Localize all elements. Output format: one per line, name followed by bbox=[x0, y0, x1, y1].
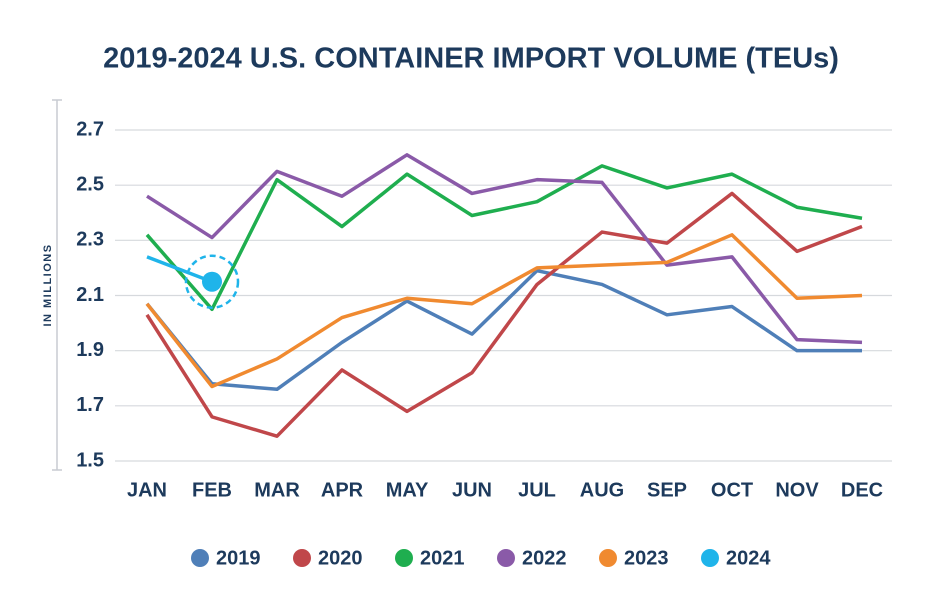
chart-title: 2019-2024 U.S. CONTAINER IMPORT VOLUME (… bbox=[103, 43, 839, 75]
legend-label: 2024 bbox=[726, 547, 771, 569]
x-tick-label: MAY bbox=[386, 479, 429, 501]
y-tick-label: 1.9 bbox=[76, 339, 104, 361]
legend-label: 2019 bbox=[216, 547, 261, 569]
legend-label: 2020 bbox=[318, 547, 363, 569]
legend-swatch bbox=[701, 549, 719, 567]
y-tick-label: 2.3 bbox=[76, 229, 104, 251]
y-tick-label: 2.5 bbox=[76, 173, 104, 195]
legend-swatch bbox=[395, 549, 413, 567]
y-tick-label: 2.1 bbox=[76, 284, 104, 306]
legend-label: 2021 bbox=[420, 547, 465, 569]
x-tick-label: APR bbox=[321, 479, 364, 501]
legend-swatch bbox=[497, 549, 515, 567]
x-tick-label: FEB bbox=[192, 479, 232, 501]
legend-label: 2022 bbox=[522, 547, 567, 569]
x-tick-label: JAN bbox=[127, 479, 167, 501]
highlight-ring bbox=[184, 254, 240, 309]
y-tick-label: 2.7 bbox=[76, 118, 104, 140]
series-line bbox=[145, 268, 862, 392]
x-tick-label: JUL bbox=[518, 479, 556, 501]
x-tick-label: NOV bbox=[775, 479, 819, 501]
x-tick-label: DEC bbox=[841, 479, 883, 501]
legend-label: 2023 bbox=[624, 547, 669, 569]
y-tick-label: 1.5 bbox=[76, 449, 104, 471]
legend-swatch bbox=[599, 549, 617, 567]
series-line bbox=[145, 164, 863, 312]
series-line bbox=[146, 153, 863, 345]
legend-swatch bbox=[293, 549, 311, 567]
y-tick-label: 1.7 bbox=[76, 394, 104, 416]
x-tick-label: AUG bbox=[580, 479, 624, 501]
series-line bbox=[146, 255, 213, 284]
x-tick-label: JUN bbox=[452, 479, 492, 501]
x-tick-label: MAR bbox=[254, 479, 300, 501]
axis-bracket bbox=[52, 99, 62, 471]
legend-swatch bbox=[191, 549, 209, 567]
y-axis-label: IN MILLIONS bbox=[42, 243, 54, 326]
x-tick-label: SEP bbox=[647, 479, 687, 501]
highlight-point bbox=[202, 271, 222, 292]
series-line bbox=[145, 191, 863, 438]
x-tick-label: OCT bbox=[711, 479, 753, 501]
series-line bbox=[145, 233, 863, 389]
